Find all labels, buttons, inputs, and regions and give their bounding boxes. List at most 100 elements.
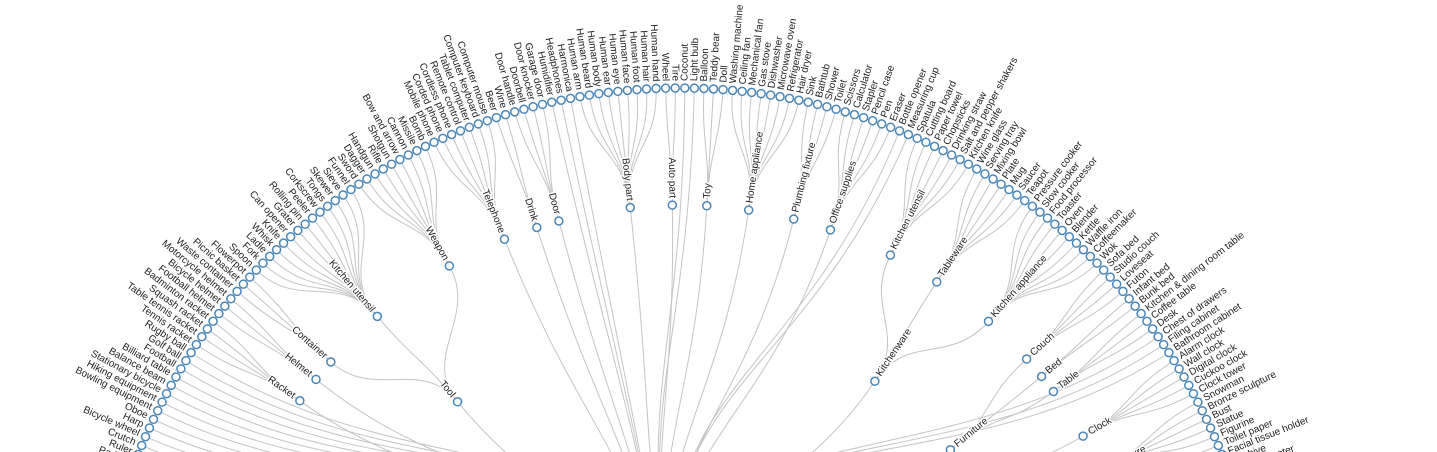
leaf-node (509, 107, 520, 117)
leaf-node (251, 265, 262, 275)
leaf-node (746, 87, 757, 98)
leaf-label: Sink (805, 74, 820, 96)
link (1143, 427, 1211, 452)
leaf-node (220, 301, 230, 311)
leaf-node (867, 115, 878, 126)
link (1053, 328, 1153, 392)
link (988, 262, 1098, 322)
category-label: Plumbing fixture (790, 141, 818, 214)
leaf-node (1130, 301, 1140, 311)
leaf-node (395, 154, 405, 165)
leaf-node (996, 179, 1006, 189)
link (694, 130, 900, 452)
leaf-node (584, 90, 595, 100)
leaf-node (1201, 414, 1212, 425)
link (889, 163, 969, 256)
link (503, 239, 612, 452)
link (230, 298, 317, 380)
link (457, 401, 507, 452)
leaf-node (1164, 347, 1174, 358)
category-label: Telephone (479, 188, 507, 235)
link (170, 384, 364, 452)
link (811, 380, 876, 452)
leaf-node (232, 286, 242, 297)
link (671, 88, 676, 206)
leaf-node (1012, 190, 1022, 200)
link (444, 265, 459, 403)
leaf-node (1174, 364, 1184, 374)
link (682, 210, 750, 452)
category-label: Helmet (282, 351, 314, 380)
link (706, 89, 724, 206)
leaf-node (980, 169, 990, 179)
leaf-node (362, 174, 372, 184)
link (661, 205, 674, 452)
leaf-node (1188, 388, 1199, 399)
leaf-node (370, 169, 380, 179)
category-node (452, 397, 463, 407)
category-node (870, 376, 880, 386)
leaf-node (386, 159, 397, 169)
leaf-node (1193, 397, 1203, 407)
link (696, 218, 795, 452)
leaf-node (575, 91, 585, 102)
leaf-node (148, 414, 159, 425)
link (657, 88, 686, 452)
link (829, 127, 892, 231)
leaf-node (1184, 380, 1194, 391)
link (1133, 410, 1203, 452)
link (874, 254, 891, 382)
leaf-label: Balloon (699, 48, 711, 82)
leaf-node (208, 316, 218, 327)
links (141, 88, 1219, 452)
category-node (326, 357, 336, 367)
leaf-node (1179, 372, 1189, 382)
link (670, 205, 708, 452)
leaf-node (161, 388, 172, 399)
category-label: Kitchen utensil (326, 258, 377, 315)
leaf-node (938, 145, 948, 156)
leaf-node (1205, 423, 1216, 433)
leaf-node (756, 88, 766, 99)
leaf-label: Tire (669, 64, 680, 81)
leaf-node (307, 213, 318, 223)
leaf-node (1078, 244, 1089, 255)
link (376, 316, 458, 403)
leaf-node (885, 122, 896, 133)
leaf-node (921, 137, 931, 148)
leaf-node (157, 397, 167, 407)
link (1041, 305, 1136, 377)
leaf-label: Coconut (679, 44, 690, 82)
leaf-node (894, 126, 905, 136)
link (190, 352, 460, 452)
leaf-node (812, 99, 823, 110)
category-node (945, 445, 956, 452)
leaf-label: Human foot (627, 31, 642, 84)
leaf-node (438, 133, 448, 144)
link (541, 104, 560, 222)
link (299, 400, 393, 452)
link (330, 361, 458, 403)
leaf-node (971, 164, 982, 174)
link (869, 352, 1170, 452)
link (793, 109, 837, 220)
leaf-node (1098, 265, 1109, 275)
leaf-node (556, 95, 566, 105)
link (505, 114, 538, 228)
category-node (1048, 386, 1059, 397)
leaf-node (1004, 184, 1014, 195)
link (180, 368, 419, 452)
leaf-node (420, 141, 431, 152)
category-node (499, 234, 510, 245)
leaf-label: Ceiling fan (738, 37, 754, 85)
leaf-node (144, 423, 155, 433)
leaf-node (565, 93, 576, 104)
category-node (743, 205, 754, 215)
category-node (295, 396, 305, 406)
category-label: Kitchen utensil (889, 188, 928, 251)
link (1130, 401, 1199, 452)
leaf-node (1136, 308, 1146, 319)
link (851, 344, 1164, 452)
leaf-node (858, 112, 869, 123)
